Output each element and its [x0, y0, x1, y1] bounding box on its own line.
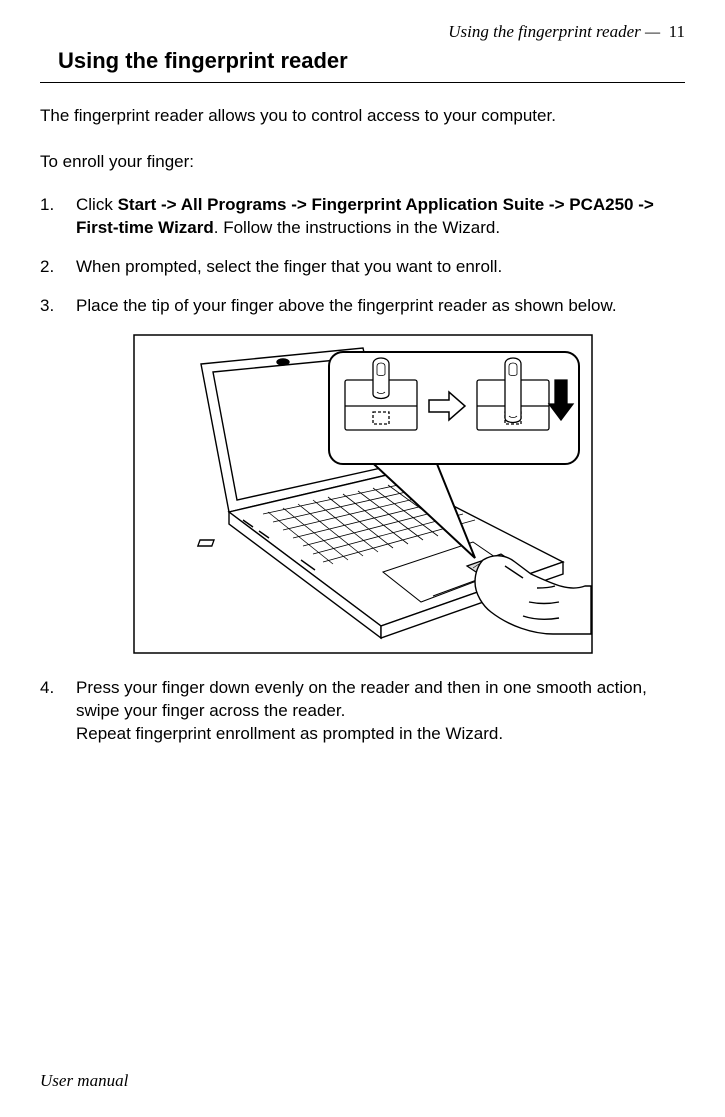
step-3: Place the tip of your finger above the f…	[40, 295, 685, 318]
step-1: Click Start -> All Programs -> Fingerpri…	[40, 194, 685, 240]
steps-list-cont: Press your finger down evenly on the rea…	[40, 677, 685, 746]
step-1-prefix: Click	[76, 195, 118, 214]
subheading: To enroll your finger:	[40, 152, 685, 172]
footer-text: User manual	[40, 1071, 128, 1091]
step-2: When prompted, select the finger that yo…	[40, 256, 685, 279]
steps-list: Click Start -> All Programs -> Fingerpri…	[40, 194, 685, 318]
page-number: 11	[669, 22, 685, 41]
running-header: Using the fingerprint reader — 11	[40, 22, 685, 42]
section-heading: Using the fingerprint reader	[40, 48, 685, 83]
running-title: Using the fingerprint reader —	[448, 22, 660, 41]
step-1-suffix: . Follow the instructions in the Wizard.	[214, 218, 500, 237]
step-4-text: Press your finger down evenly on the rea…	[76, 678, 647, 743]
intro-paragraph: The fingerprint reader allows you to con…	[40, 105, 685, 128]
step-4: Press your finger down evenly on the rea…	[40, 677, 685, 746]
instruction-figure	[40, 334, 685, 659]
